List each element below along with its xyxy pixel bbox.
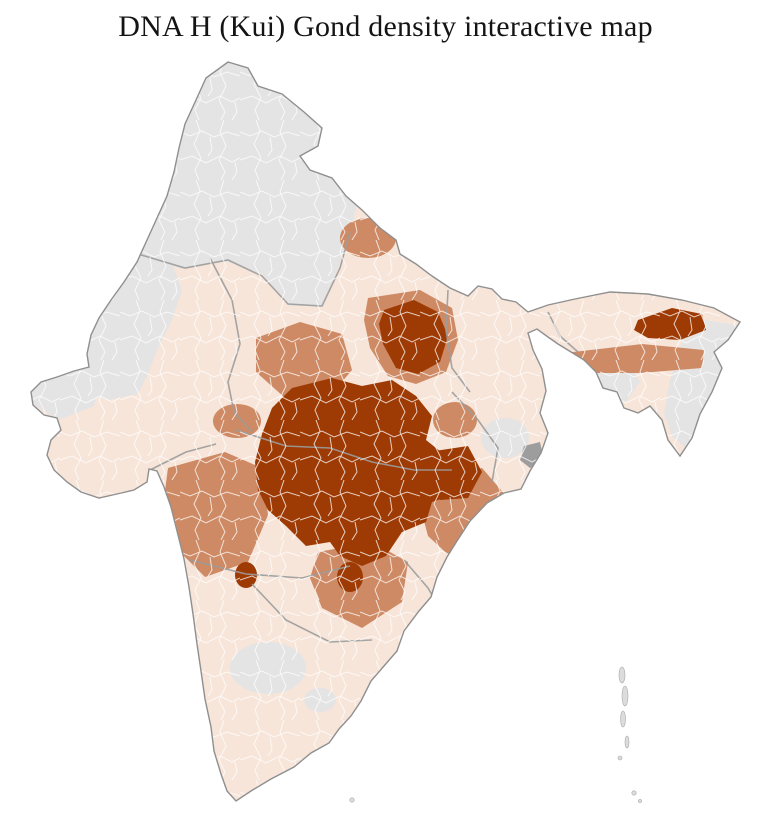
page-title: DNA H (Kui) Gond density interactive map (118, 10, 653, 43)
region-medium-coastal-andhra[interactable] (427, 620, 455, 640)
small-islands[interactable] (349, 790, 642, 803)
andaman-islands[interactable] (617, 666, 630, 761)
